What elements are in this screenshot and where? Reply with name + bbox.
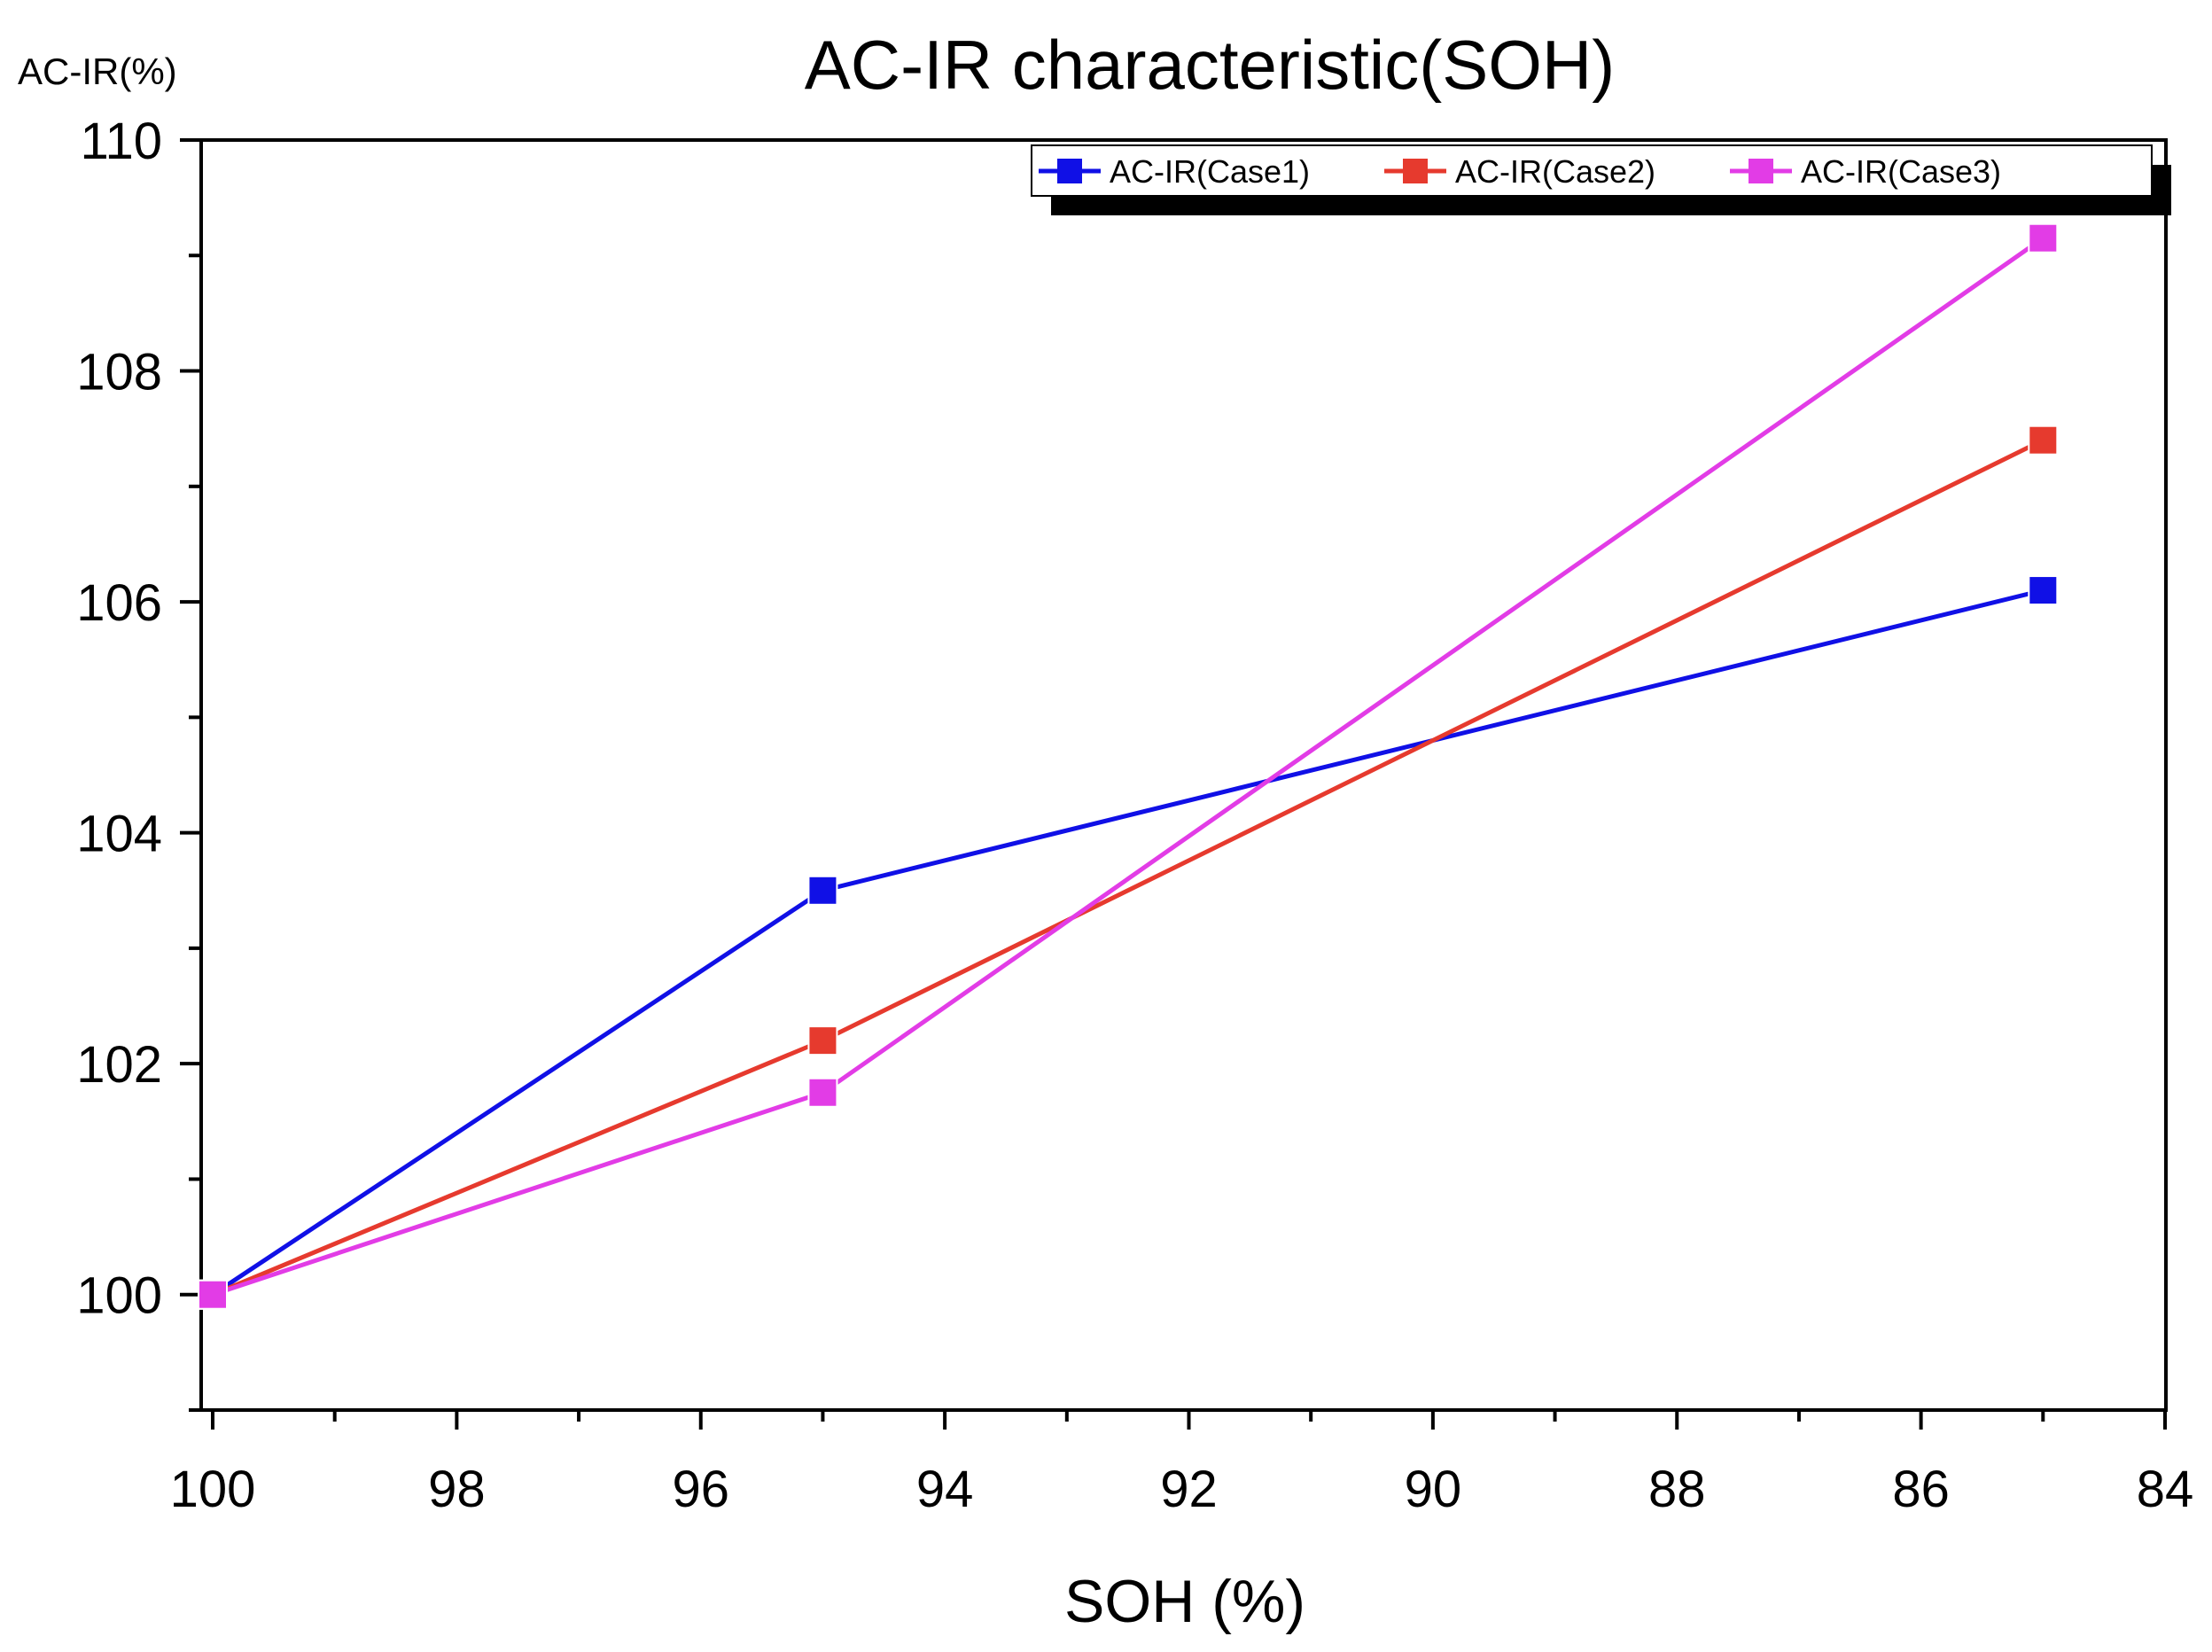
y-tick-label: 110 bbox=[81, 113, 162, 170]
data-point bbox=[2028, 425, 2059, 456]
y-tick-label: 102 bbox=[76, 1036, 162, 1094]
legend-marker bbox=[1403, 159, 1428, 183]
series-1 bbox=[198, 575, 2059, 1310]
x-tick-label: 86 bbox=[1892, 1461, 1950, 1518]
series-layer bbox=[198, 222, 2059, 1310]
data-point bbox=[807, 1025, 838, 1056]
x-tick-label: 88 bbox=[1648, 1461, 1706, 1518]
series-line bbox=[211, 588, 2044, 1297]
y-tick-label: 100 bbox=[76, 1267, 162, 1325]
legend-box bbox=[1031, 144, 2153, 197]
series-line bbox=[212, 236, 2045, 1297]
legend-item: AC-IR(Case3) bbox=[1730, 153, 2001, 190]
y-axis-label: AC-IR(%) bbox=[18, 51, 177, 92]
x-tick-label: 90 bbox=[1405, 1461, 1462, 1518]
y-tick-label: 106 bbox=[76, 574, 162, 632]
data-point bbox=[807, 1077, 838, 1108]
series-2 bbox=[198, 425, 2059, 1310]
y-axis: 100 102 104 106 108 110 bbox=[76, 113, 201, 1412]
y-tick-label: 108 bbox=[76, 344, 162, 401]
x-tick-label: 96 bbox=[672, 1461, 729, 1518]
plot-frame bbox=[199, 138, 2168, 1412]
legend: AC-IR(Case1) AC-IR(Case2) AC-IR(Case3) bbox=[1031, 144, 2171, 215]
y-tick-label: 104 bbox=[76, 806, 162, 863]
chart-title: AC-IR characteristic(SOH) bbox=[805, 26, 1615, 104]
legend-label: AC-IR(Case2) bbox=[1455, 153, 1655, 190]
x-tick-label: 84 bbox=[2137, 1461, 2194, 1518]
legend-marker bbox=[1057, 159, 1082, 183]
x-tick-label: 92 bbox=[1160, 1461, 1218, 1518]
series-line bbox=[212, 438, 2045, 1297]
legend-item: AC-IR(Case2) bbox=[1384, 153, 1655, 190]
legend-label: AC-IR(Case3) bbox=[1801, 153, 2001, 190]
legend-marker bbox=[1749, 159, 1773, 183]
series-3 bbox=[198, 222, 2059, 1310]
data-point bbox=[2028, 575, 2059, 606]
data-point bbox=[807, 875, 838, 906]
x-tick-label: 94 bbox=[916, 1461, 974, 1518]
x-axis-label: SOH (%) bbox=[1064, 1568, 1305, 1635]
legend-label: AC-IR(Case1) bbox=[1110, 153, 1310, 190]
x-tick-label: 98 bbox=[428, 1461, 486, 1518]
x-tick-label: 100 bbox=[170, 1461, 256, 1518]
legend-item: AC-IR(Case1) bbox=[1039, 153, 1310, 190]
data-point bbox=[198, 1279, 228, 1310]
data-point bbox=[2028, 222, 2059, 253]
x-axis: 100 98 96 94 92 90 88 86 84 bbox=[170, 1410, 2194, 1518]
